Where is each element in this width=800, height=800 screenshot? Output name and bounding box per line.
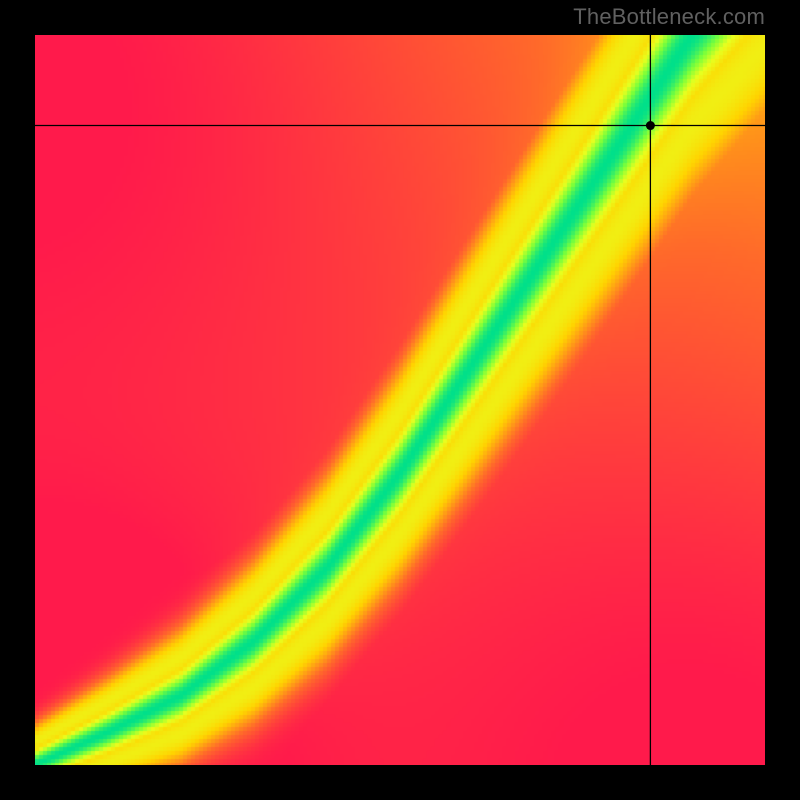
watermark-text: TheBottleneck.com [573, 4, 765, 30]
chart-container: TheBottleneck.com [0, 0, 800, 800]
bottleneck-heatmap [35, 35, 765, 765]
